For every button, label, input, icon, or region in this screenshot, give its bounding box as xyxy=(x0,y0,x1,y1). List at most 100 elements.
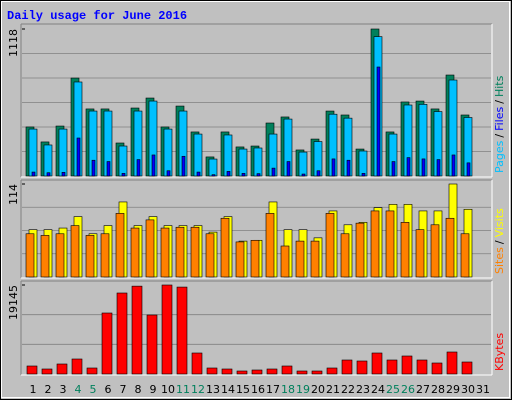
bar xyxy=(415,229,425,278)
chart-title: Daily usage for June 2016 xyxy=(7,9,187,23)
bar xyxy=(298,151,308,177)
bar xyxy=(266,368,278,375)
bar xyxy=(85,235,95,278)
bar xyxy=(271,167,276,177)
bar xyxy=(406,157,411,177)
x-tick-label: 12 xyxy=(191,383,205,396)
bar xyxy=(401,355,413,375)
bar xyxy=(256,173,261,177)
bar xyxy=(43,144,53,177)
bar xyxy=(176,286,188,375)
x-tick-label: 22 xyxy=(341,383,355,396)
legend-separator: / xyxy=(493,240,506,244)
x-tick-label: 4 xyxy=(75,383,82,396)
bar xyxy=(100,233,110,278)
bar xyxy=(40,235,50,278)
bar xyxy=(61,172,66,177)
bar xyxy=(460,233,470,278)
x-tick-label: 6 xyxy=(105,383,112,396)
bar xyxy=(130,227,140,278)
bar xyxy=(296,370,308,375)
bar xyxy=(41,368,53,375)
x-tick-label: 7 xyxy=(120,383,127,396)
bar xyxy=(361,173,366,177)
bar xyxy=(86,367,98,375)
x-tick-label: 13 xyxy=(206,383,220,396)
bar xyxy=(310,240,320,278)
legend: KBytes xyxy=(493,333,506,371)
bar xyxy=(238,148,248,177)
bar xyxy=(175,226,185,278)
bar xyxy=(331,158,336,177)
x-tick-label: 25 xyxy=(386,383,400,396)
bar xyxy=(76,137,81,177)
bar xyxy=(253,147,263,177)
bar xyxy=(445,217,455,278)
x-tick-label: 26 xyxy=(401,383,415,396)
bar xyxy=(181,155,186,177)
bar xyxy=(340,233,350,278)
bar xyxy=(436,159,441,177)
legend-entry: KBytes xyxy=(493,333,506,371)
legend-entry: Hits xyxy=(493,75,506,97)
bar xyxy=(280,245,290,278)
y-tick-label: 114 xyxy=(7,184,20,205)
bar xyxy=(106,161,111,177)
bar xyxy=(241,173,246,177)
bar xyxy=(31,171,36,177)
bar xyxy=(160,227,170,278)
bar xyxy=(205,233,215,278)
bar xyxy=(461,361,473,375)
bar xyxy=(400,222,410,278)
bar xyxy=(58,128,68,177)
bar xyxy=(145,219,155,278)
bar xyxy=(55,233,65,278)
x-tick-label: 19 xyxy=(296,383,310,396)
bar xyxy=(391,161,396,177)
bar xyxy=(431,362,443,375)
bar xyxy=(161,284,173,375)
bar xyxy=(28,128,38,177)
x-tick-label: 10 xyxy=(161,383,175,396)
x-tick-label: 14 xyxy=(221,383,235,396)
bar xyxy=(370,210,380,278)
x-tick-label: 17 xyxy=(266,383,280,396)
bar xyxy=(251,369,263,375)
bar xyxy=(136,159,141,177)
x-tick-label: 16 xyxy=(251,383,265,396)
bar xyxy=(116,292,128,375)
bar xyxy=(196,171,201,177)
bar xyxy=(208,158,218,177)
legend-separator: / xyxy=(493,100,506,104)
legend-entry: Pages xyxy=(493,140,506,173)
bar xyxy=(115,213,125,278)
y-tick-label: 1118 xyxy=(7,29,20,57)
bar xyxy=(223,134,233,177)
x-tick-label: 21 xyxy=(326,383,340,396)
bar xyxy=(235,241,245,278)
bar xyxy=(325,213,335,278)
bar xyxy=(26,365,38,375)
bar xyxy=(220,217,230,278)
bar xyxy=(356,360,368,375)
bar xyxy=(91,159,96,177)
bar xyxy=(286,161,291,177)
bar xyxy=(451,154,456,177)
x-tick-label: 3 xyxy=(60,383,67,396)
bar xyxy=(371,352,383,375)
bar xyxy=(70,225,80,278)
x-tick-label: 29 xyxy=(446,383,460,396)
x-tick-label: 2 xyxy=(45,383,52,396)
bar xyxy=(121,173,126,177)
legend-separator: / xyxy=(493,134,506,138)
bar xyxy=(265,213,275,278)
bar xyxy=(358,150,368,177)
bar xyxy=(355,222,365,278)
x-tick-label: 28 xyxy=(431,383,445,396)
bar xyxy=(250,239,260,278)
bar xyxy=(163,128,173,177)
x-tick-label: 18 xyxy=(281,383,295,396)
x-tick-label: 31 xyxy=(476,383,490,396)
